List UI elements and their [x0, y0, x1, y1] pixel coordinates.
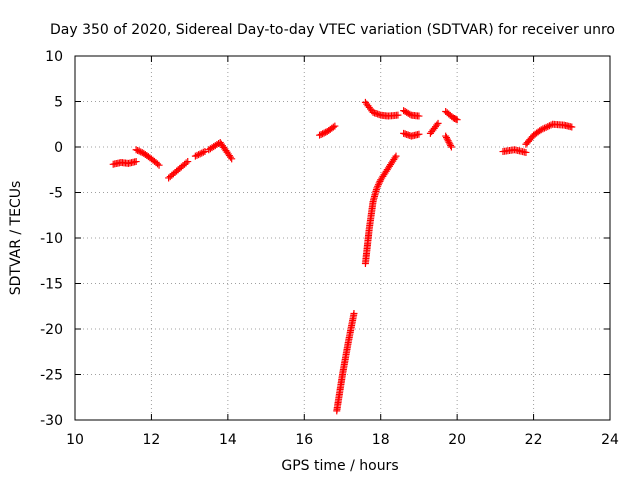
data-point: [537, 126, 545, 134]
data-point: [201, 148, 209, 156]
data-point: [374, 181, 382, 189]
data-point: [452, 115, 460, 123]
data-point: [406, 110, 414, 118]
y-tick-label: -10: [40, 231, 63, 247]
data-point: [331, 122, 339, 130]
grid: [75, 56, 610, 420]
y-tick-label: -30: [40, 413, 63, 429]
data-point: [447, 143, 455, 151]
y-tick-label: -25: [40, 368, 63, 384]
x-tick-label: 22: [525, 432, 543, 448]
data-point: [442, 134, 450, 142]
data-point: [394, 111, 402, 119]
data-point: [391, 154, 399, 162]
data-point: [539, 125, 547, 133]
data-point: [132, 146, 140, 154]
data-point: [319, 130, 327, 138]
y-tick-label: 5: [54, 95, 63, 111]
data-point: [316, 131, 324, 139]
data-point: [545, 122, 553, 130]
data-point: [137, 148, 145, 156]
data-point: [374, 182, 382, 190]
data-point: [544, 123, 552, 131]
x-tick-label: 16: [295, 432, 313, 448]
data-point: [522, 148, 530, 156]
data-point: [350, 310, 358, 318]
data-point: [320, 129, 328, 137]
data-point: [193, 151, 201, 159]
data-point: [134, 146, 142, 154]
data-point: [392, 152, 400, 160]
x-tick-label: 12: [143, 432, 161, 448]
data-point: [568, 123, 576, 131]
data-point: [443, 135, 451, 143]
data-point: [155, 161, 163, 169]
data-point: [132, 158, 140, 166]
y-tick-label: 10: [45, 49, 63, 65]
data-point: [198, 149, 206, 157]
data-point: [375, 179, 383, 187]
x-tick-label: 14: [219, 432, 237, 448]
x-tick-label: 24: [601, 432, 619, 448]
data-point: [191, 152, 199, 160]
x-axis-label: GPS time / hours: [281, 458, 398, 474]
x-tick-label: 10: [66, 432, 84, 448]
data-points: [109, 98, 576, 415]
data-point: [135, 147, 143, 155]
data-point: [446, 140, 454, 148]
data-point: [445, 138, 453, 146]
y-axis-label: SDTVAR / TECUs: [8, 181, 24, 296]
y-tick-label: 0: [54, 140, 63, 156]
data-point: [434, 119, 442, 127]
data-point: [415, 130, 423, 138]
data-point: [373, 184, 381, 192]
data-point: [154, 160, 162, 168]
data-point: [196, 150, 204, 158]
data-point: [453, 116, 461, 124]
axis-ticks: 10 12 14 16 18 20 22 24 -30 -25 -20 -15 -10 -5 0 5 10: [40, 49, 619, 448]
data-point: [447, 141, 455, 149]
data-point: [433, 121, 441, 129]
data-point: [199, 148, 207, 156]
y-tick-label: -5: [49, 186, 63, 202]
data-point: [415, 112, 423, 120]
data-point: [228, 155, 236, 163]
y-tick-label: -20: [40, 322, 63, 338]
data-point: [329, 123, 337, 131]
x-tick-label: 18: [372, 432, 390, 448]
x-tick-label: 20: [448, 432, 466, 448]
chart-title: Day 350 of 2020, Sidereal Day-to-day VTE…: [50, 22, 615, 38]
data-point: [227, 153, 235, 161]
data-point: [182, 159, 190, 167]
data-point: [184, 158, 192, 166]
y-tick-label: -15: [40, 277, 63, 293]
data-point: [195, 151, 203, 159]
data-point: [542, 123, 550, 131]
data-point: [317, 130, 325, 138]
data-point: [444, 137, 452, 145]
data-point: [540, 124, 548, 132]
data-point: [442, 132, 450, 140]
